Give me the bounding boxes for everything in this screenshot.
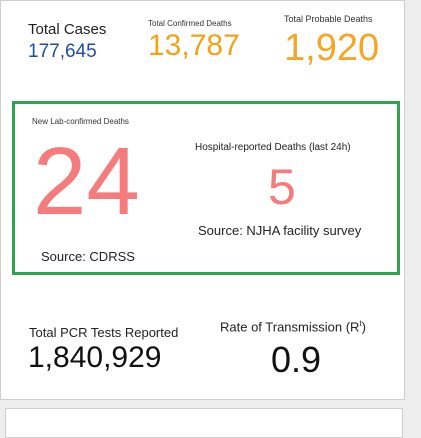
new-lab-deaths-value: 24	[33, 128, 140, 235]
pcr-tests-value: 1,840,929	[28, 341, 162, 374]
total-cases-value: 177,645	[28, 41, 97, 62]
confirmed-deaths-value: 13,787	[148, 29, 240, 62]
transmission-label-sup: t	[359, 319, 362, 328]
total-cases-label: Total Cases	[28, 21, 107, 38]
transmission-label-text: Rate of Transmission (R	[220, 319, 360, 335]
pcr-tests-label: Total PCR Tests Reported	[29, 325, 179, 340]
new-lab-deaths-label: New Lab-confirmed Deaths	[32, 117, 129, 126]
new-lab-deaths-source: Source: CDRSS	[41, 249, 135, 264]
next-card	[5, 408, 403, 438]
confirmed-deaths-label: Total Confirmed Deaths	[148, 19, 232, 28]
transmission-label-end: )	[361, 319, 367, 335]
transmission-rate-label: Rate of Transmission (Rt)	[220, 319, 366, 334]
transmission-rate-value: 0.9	[271, 339, 322, 380]
probable-deaths-value: 1,920	[284, 27, 380, 69]
highlighted-deaths-panel: New Lab-confirmed Deaths 24 Source: CDRS…	[12, 101, 400, 275]
dashboard-card: Total Cases 177,645 Total Confirmed Deat…	[0, 0, 405, 400]
hospital-deaths-label: Hospital-reported Deaths (last 24h)	[195, 142, 351, 153]
hospital-deaths-source: Source: NJHA facility survey	[198, 223, 362, 238]
hospital-deaths-value: 5	[268, 159, 296, 215]
probable-deaths-label: Total Probable Deaths	[284, 14, 373, 24]
